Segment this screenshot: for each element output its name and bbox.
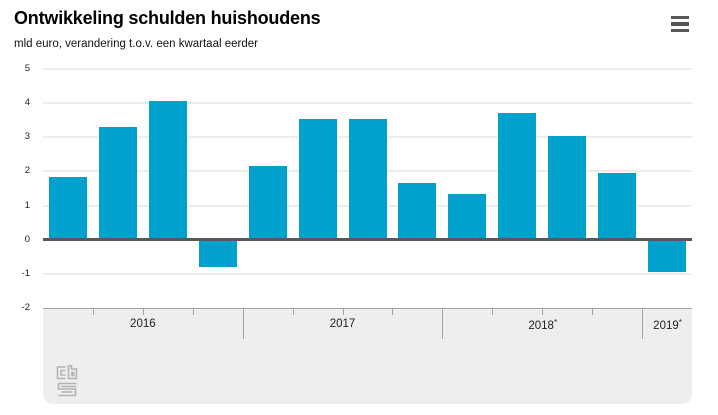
bar-2016-q4[interactable] [198, 239, 237, 268]
cbs-logo-icon [56, 364, 78, 397]
cbs-logo [55, 364, 79, 403]
bar-2018-q4[interactable] [598, 173, 637, 240]
y-axis-tick-label: -1 [21, 267, 30, 279]
gridline [43, 272, 692, 275]
bar-2017-q4[interactable] [398, 183, 437, 240]
quarter-tick [592, 309, 594, 315]
year-text: 2017 [329, 318, 356, 330]
bar-2019-q1[interactable] [648, 239, 687, 273]
y-axis-tick-label: 3 [24, 131, 30, 143]
quarter-tick [142, 309, 144, 315]
x-axis-year-label: 2018* [528, 318, 557, 332]
y-axis-tick-label: -2 [21, 302, 30, 313]
bar-2018-q3[interactable] [548, 135, 587, 240]
quarter-tick [292, 309, 294, 315]
chart-subtitle: mld euro, verandering t.o.v. een kwartaa… [14, 38, 258, 50]
provisional-marker: * [678, 318, 682, 327]
year-text: 2018 [528, 320, 554, 332]
gridline [43, 102, 692, 105]
year-text: 2019 [653, 320, 679, 332]
hamburger-menu-icon [671, 22, 689, 26]
quarter-tick [92, 309, 94, 315]
bar-2016-q1[interactable] [48, 176, 87, 240]
quarter-tick [392, 309, 394, 315]
zero-line [43, 238, 692, 242]
x-axis-year-label: 2019* [653, 318, 682, 332]
quarter-tick [542, 309, 544, 315]
y-axis-tick-label: 1 [24, 199, 30, 211]
bar-2017-q1[interactable] [248, 166, 287, 240]
year-separator [642, 309, 644, 339]
y-axis-tick-label: 5 [24, 63, 30, 74]
hamburger-menu-icon [671, 28, 689, 33]
y-axis-tick-label: 2 [24, 165, 30, 177]
quarter-tick [492, 309, 494, 315]
y-axis-tick-label: 0 [24, 233, 30, 245]
x-axis-year-label: 2017 [330, 318, 356, 330]
chart-title: Ontwikkeling schulden huishoudens [14, 8, 321, 28]
year-separator [242, 309, 244, 339]
bar-2018-q1[interactable] [448, 193, 487, 240]
year-separator [442, 309, 444, 339]
bar-2016-q2[interactable] [98, 127, 137, 240]
gridline [43, 68, 692, 70]
chart-menu-button[interactable] [671, 15, 690, 33]
x-axis-year-label: 2016 [130, 318, 156, 330]
bar-2016-q3[interactable] [148, 101, 187, 240]
bar-2017-q3[interactable] [348, 118, 387, 240]
bar-2018-q2[interactable] [498, 113, 537, 240]
provisional-marker: * [553, 318, 557, 327]
y-axis-tick-label: 4 [24, 97, 30, 109]
quarter-tick [192, 309, 194, 315]
hamburger-menu-icon [671, 15, 689, 20]
year-text: 2016 [130, 318, 156, 330]
bar-2017-q2[interactable] [298, 118, 337, 240]
x-axis-band: 2016 2017 2018* 2019* [43, 308, 692, 404]
quarter-tick [342, 309, 344, 315]
